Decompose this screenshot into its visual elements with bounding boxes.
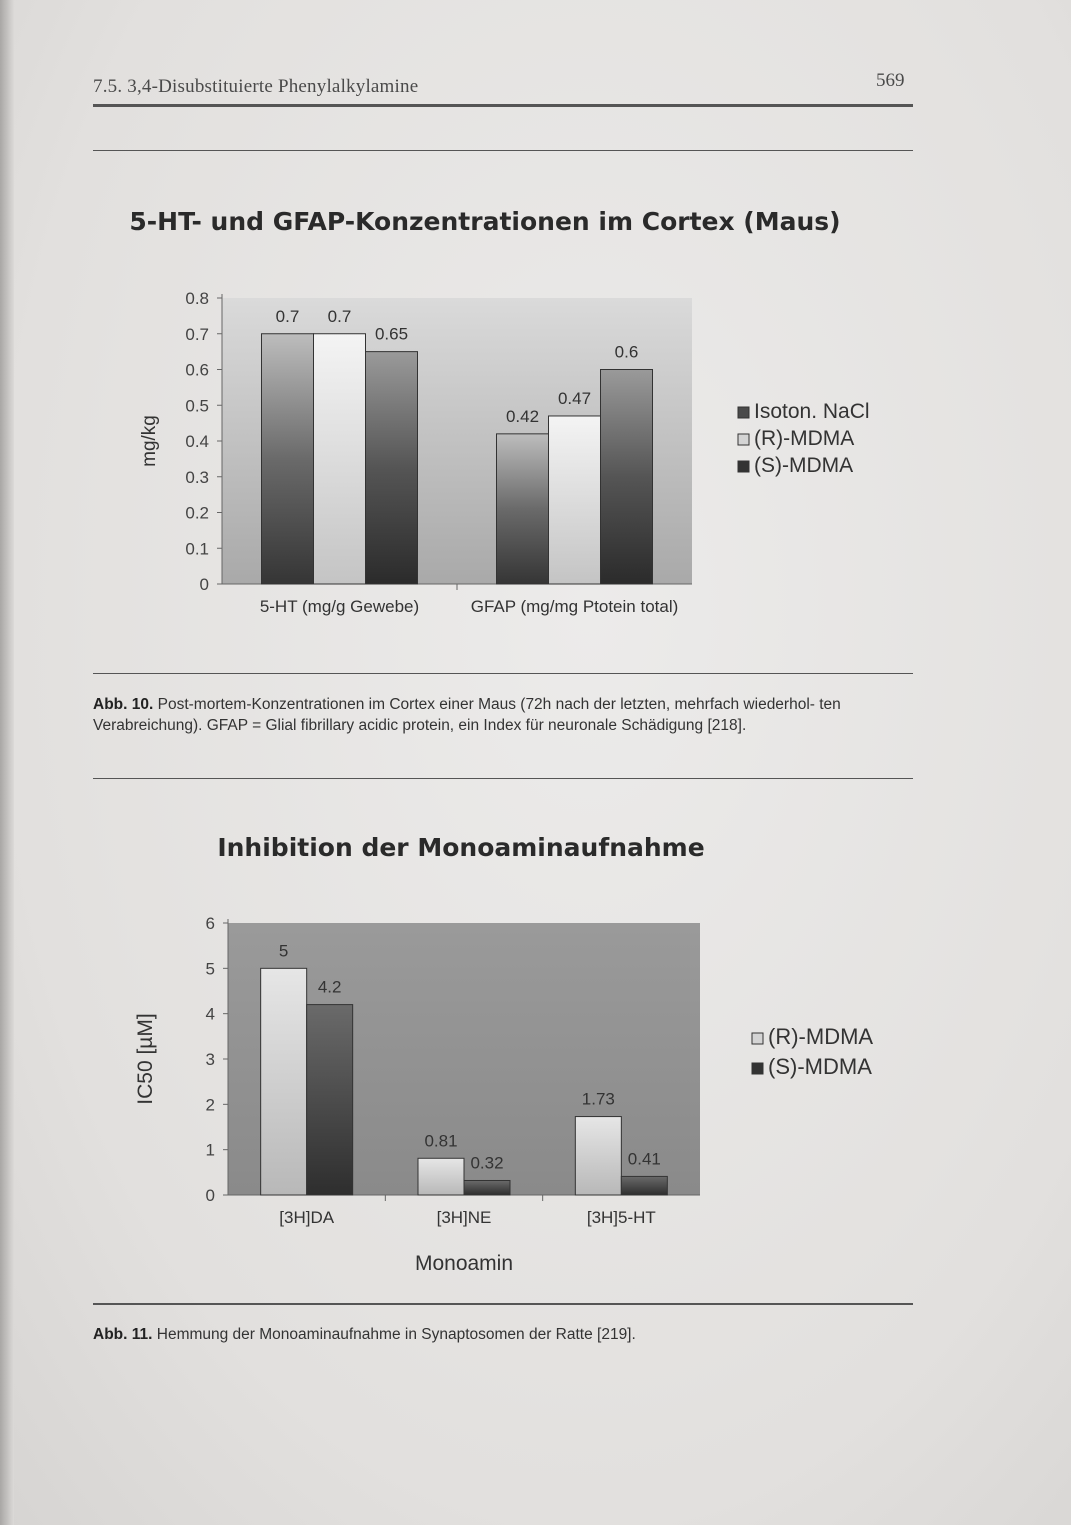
legend-entry: (S)-MDMA bbox=[768, 1054, 872, 1079]
chart-title: 5-HT- und GFAP-Konzentrationen im Cortex… bbox=[129, 207, 840, 236]
legend-swatch bbox=[751, 1032, 764, 1045]
y-tick-label: 1 bbox=[206, 1141, 215, 1160]
legend-swatch bbox=[737, 433, 750, 446]
legend-entry: (S)-MDMA bbox=[754, 454, 853, 477]
bar bbox=[306, 1004, 354, 1196]
figure-11-chart: Inhibition der Monoaminaufnahme 0 1 2 3 4 5 6 [3… bbox=[134, 833, 873, 1275]
y-tick-label: 0.2 bbox=[185, 504, 209, 523]
data-label: 0.41 bbox=[628, 1149, 661, 1168]
figure-10-caption-label: Abb. 10. bbox=[93, 696, 154, 713]
y-tick-label: 0.4 bbox=[185, 432, 209, 451]
y-axis-label: IC50 [µM] bbox=[134, 1013, 157, 1104]
figure-11-caption: Abb. 11. Hemmung der Monoaminaufnahme in… bbox=[93, 1324, 915, 1345]
figure-10-chart: 5-HT- und GFAP-Konzentrationen im Cortex… bbox=[129, 207, 870, 616]
figure-11-caption-label: Abb. 11. bbox=[93, 1326, 153, 1343]
bar bbox=[548, 415, 601, 585]
y-tick-label: 3 bbox=[206, 1050, 215, 1069]
y-tick-label: 0.8 bbox=[185, 289, 209, 308]
bar bbox=[620, 1175, 668, 1196]
y-tick-label: 2 bbox=[206, 1095, 215, 1114]
legend-entry: (R)-MDMA bbox=[768, 1024, 873, 1049]
figure-10-top-rule bbox=[93, 150, 913, 151]
bar bbox=[261, 333, 314, 585]
y-axis-label: mg/kg bbox=[139, 415, 160, 467]
figure-10-caption-text: Post-mortem-Konzentrationen im Cortex ei… bbox=[93, 696, 841, 734]
page-number: 569 bbox=[876, 70, 905, 91]
legend-entry: (R)-MDMA bbox=[754, 427, 854, 450]
y-tick-label: 4 bbox=[206, 1005, 215, 1024]
y-tick-label: 0.7 bbox=[185, 325, 209, 344]
bar bbox=[600, 369, 653, 585]
legend-swatch bbox=[751, 1062, 764, 1075]
bar bbox=[260, 967, 308, 1196]
data-label: 0.81 bbox=[424, 1131, 457, 1150]
data-label: 0.6 bbox=[615, 343, 639, 362]
y-tick-label: 6 bbox=[206, 914, 215, 933]
x-category-label: GFAP (mg/mg Ptotein total) bbox=[471, 597, 679, 616]
data-label: 4.2 bbox=[318, 978, 342, 997]
data-label: 0.65 bbox=[375, 325, 408, 344]
data-label: 5 bbox=[279, 941, 288, 960]
data-label: 0.47 bbox=[558, 389, 591, 408]
legend-entry: Isoton. NaCl bbox=[754, 400, 870, 423]
data-label: 0.7 bbox=[328, 307, 352, 326]
y-tick-label: 0.5 bbox=[185, 396, 209, 415]
figure-10-caption: Abb. 10. Post-mortem-Konzentrationen im … bbox=[93, 694, 915, 736]
bar bbox=[574, 1116, 622, 1196]
y-tick-label: 0.1 bbox=[185, 539, 209, 558]
legend-swatch bbox=[737, 460, 750, 473]
figure-10-bottom-rule bbox=[93, 673, 913, 674]
bar bbox=[313, 333, 366, 585]
header-rule bbox=[93, 104, 913, 107]
data-label: 1.73 bbox=[582, 1090, 615, 1109]
x-category-label: [3H]NE bbox=[437, 1208, 492, 1227]
data-label: 0.32 bbox=[470, 1153, 503, 1172]
figure-11-bottom-rule bbox=[93, 1303, 913, 1305]
bar bbox=[496, 433, 549, 585]
x-category-label: [3H]DA bbox=[279, 1208, 334, 1227]
y-tick-label: 0.3 bbox=[185, 468, 209, 487]
x-category-label: [3H]5-HT bbox=[587, 1208, 656, 1227]
bar bbox=[463, 1179, 511, 1196]
running-title: 7.5. 3,4-Disubstituierte Phenylalkylamin… bbox=[93, 76, 419, 97]
figure-11-caption-text: Hemmung der Monoaminaufnahme in Synaptos… bbox=[156, 1326, 636, 1343]
chart-title: Inhibition der Monoaminaufnahme bbox=[217, 833, 704, 862]
figure-11-top-rule bbox=[93, 778, 913, 779]
x-category-label: 5-HT (mg/g Gewebe) bbox=[260, 597, 419, 616]
data-label: 0.7 bbox=[276, 307, 300, 326]
bar bbox=[365, 351, 418, 585]
y-tick-label: 0.6 bbox=[185, 361, 209, 380]
legend-swatch bbox=[737, 406, 750, 419]
data-label: 0.42 bbox=[506, 407, 539, 426]
book-spine-shadow bbox=[0, 0, 14, 1525]
y-tick-label: 0 bbox=[206, 1186, 215, 1205]
bar bbox=[417, 1157, 465, 1196]
x-axis-label: Monoamin bbox=[415, 1252, 513, 1275]
y-tick-label: 5 bbox=[206, 959, 215, 978]
y-tick-label: 0 bbox=[200, 575, 209, 594]
